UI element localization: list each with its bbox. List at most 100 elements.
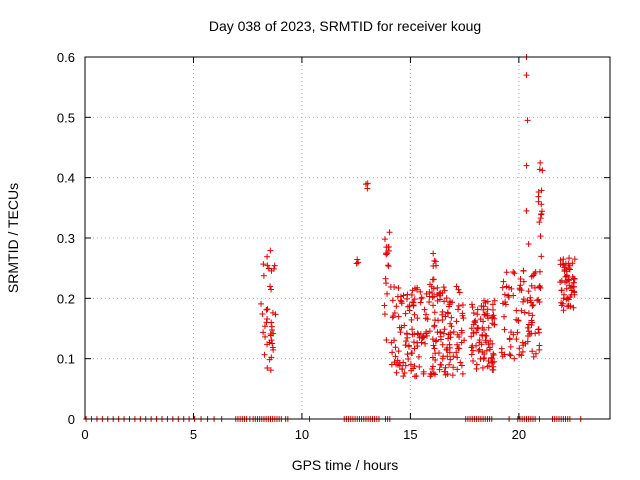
data-point <box>264 306 271 313</box>
data-point <box>525 288 532 295</box>
data-point <box>391 284 398 291</box>
data-point <box>415 331 422 338</box>
y-tick-label: 0.5 <box>57 110 75 125</box>
data-point <box>429 276 436 283</box>
data-point <box>409 326 416 333</box>
data-point <box>520 298 527 305</box>
data-point <box>260 272 267 279</box>
x-tick-label: 20 <box>512 427 526 442</box>
data-point <box>470 357 477 364</box>
data-point <box>354 256 361 263</box>
data-point <box>389 314 396 321</box>
data-point <box>520 267 527 274</box>
data-point <box>513 336 520 343</box>
y-tick-label: 0.6 <box>57 50 75 65</box>
data-point <box>560 307 567 314</box>
data-point <box>450 329 457 336</box>
data-point <box>435 317 442 324</box>
data-point <box>439 308 446 315</box>
data-point <box>508 329 515 336</box>
data-point <box>430 342 437 349</box>
data-point <box>565 260 572 267</box>
data-point <box>454 366 461 373</box>
data-point <box>557 279 564 286</box>
data-point <box>364 180 371 187</box>
data-point <box>394 293 401 300</box>
data-point <box>482 332 489 339</box>
chart-title: Day 038 of 2023, SRMTID for receiver kou… <box>209 18 481 34</box>
data-point <box>418 339 425 346</box>
data-point <box>417 299 424 306</box>
data-point <box>528 330 535 337</box>
data-point <box>525 321 532 328</box>
data-point <box>505 294 512 301</box>
data-point <box>411 345 418 352</box>
data-point <box>385 247 392 254</box>
data-point <box>479 349 486 356</box>
data-point <box>455 302 462 309</box>
data-point <box>431 345 438 352</box>
data-point <box>385 244 392 251</box>
data-point <box>386 229 393 236</box>
data-point <box>434 329 441 336</box>
data-point <box>409 299 416 306</box>
data-point <box>524 338 531 345</box>
data-point <box>267 367 274 374</box>
data-point <box>267 332 274 339</box>
data-point <box>267 283 274 290</box>
data-point <box>536 166 543 173</box>
data-point <box>535 193 542 200</box>
data-point <box>409 331 416 338</box>
data-point <box>568 287 575 294</box>
data-point <box>503 269 510 276</box>
data-point <box>448 314 455 321</box>
data-point <box>511 355 518 362</box>
data-point <box>470 321 477 328</box>
data-point <box>523 162 530 169</box>
data-point <box>423 332 430 339</box>
data-point <box>397 297 404 304</box>
data-point <box>480 318 487 325</box>
data-point <box>381 302 388 309</box>
data-point <box>416 334 423 341</box>
data-point <box>266 356 273 363</box>
data-point <box>429 366 436 373</box>
data-point <box>408 367 415 374</box>
data-point <box>516 345 523 352</box>
data-point <box>489 301 496 308</box>
data-point <box>559 300 566 307</box>
data-point <box>560 295 567 302</box>
data-point <box>271 262 278 269</box>
data-point <box>521 309 528 316</box>
data-point <box>539 167 546 174</box>
data-point <box>499 284 506 291</box>
data-point <box>432 350 439 357</box>
data-point <box>489 314 496 321</box>
data-point <box>536 329 543 336</box>
data-point <box>411 296 418 303</box>
data-point <box>518 307 525 314</box>
data-point <box>476 346 483 353</box>
data-point <box>565 302 572 309</box>
data-point <box>523 207 530 214</box>
data-point <box>472 317 479 324</box>
data-point <box>567 284 574 291</box>
data-point <box>440 353 447 360</box>
data-point <box>441 326 448 333</box>
data-point <box>480 306 487 313</box>
data-point <box>414 330 421 337</box>
data-point <box>264 262 271 269</box>
data-point <box>410 301 417 308</box>
data-point <box>487 337 494 344</box>
data-point <box>442 364 449 371</box>
data-point <box>529 302 536 309</box>
data-point <box>536 346 543 353</box>
data-point <box>569 260 576 267</box>
data-point <box>383 336 390 343</box>
data-point <box>408 292 415 299</box>
data-point <box>563 272 570 279</box>
data-point <box>453 349 460 356</box>
data-point <box>430 293 437 300</box>
data-point <box>456 334 463 341</box>
data-point <box>450 353 457 360</box>
